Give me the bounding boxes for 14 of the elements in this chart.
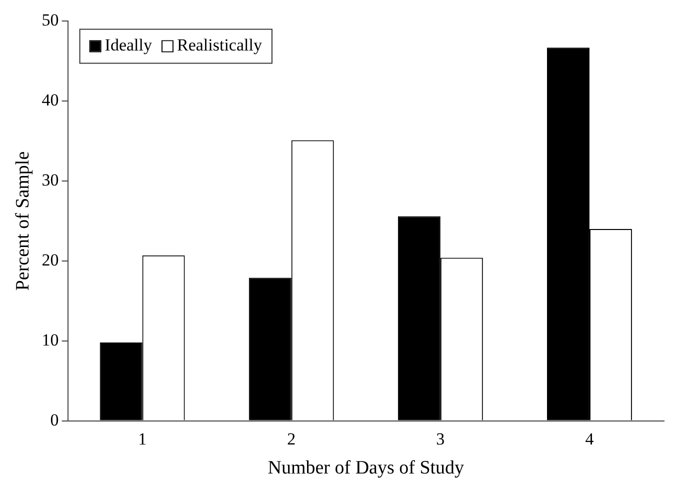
y-tick-label: 30	[42, 170, 59, 190]
legend-label: Realistically	[177, 36, 262, 55]
legend-label: Ideally	[104, 36, 152, 55]
x-tick-label: 2	[287, 429, 296, 448]
y-tick-label: 40	[42, 90, 59, 110]
x-axis-title: Number of Days of Study	[268, 458, 465, 479]
y-tick-label: 20	[42, 250, 59, 270]
y-axis-title: Percent of Sample	[12, 151, 34, 291]
x-tick-label: 1	[138, 429, 147, 448]
y-tick-label: 10	[42, 330, 59, 350]
x-tick-label: 3	[436, 429, 445, 448]
y-tick-label: 50	[42, 10, 59, 30]
x-tick-label: 4	[585, 429, 594, 448]
y-tick-label: 0	[50, 410, 59, 430]
